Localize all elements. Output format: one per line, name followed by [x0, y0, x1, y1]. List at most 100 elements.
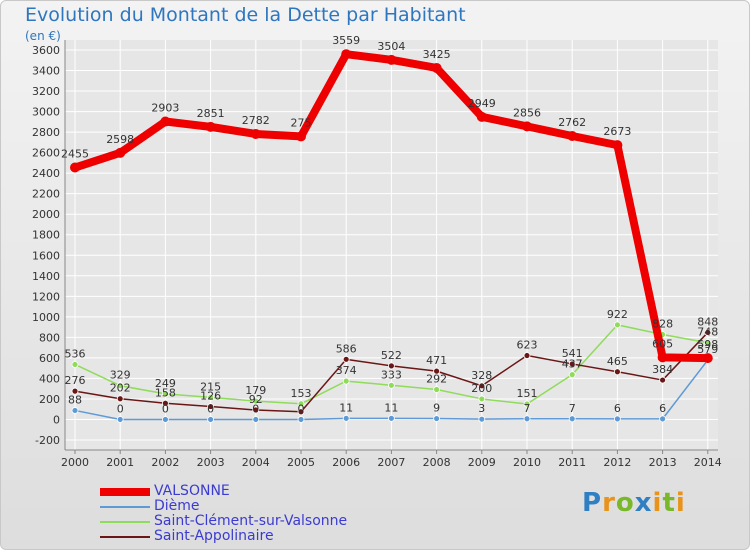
data-point — [115, 147, 126, 158]
y-tick-label: 1200 — [32, 290, 60, 303]
data-label: 922 — [607, 308, 628, 321]
x-tick-label: 2006 — [332, 456, 360, 469]
proxiti-logo: Proxiti — [582, 488, 686, 518]
x-tick-label: 2008 — [423, 456, 451, 469]
y-tick-label: 1800 — [32, 229, 60, 242]
y-tick-label: 2200 — [32, 188, 60, 201]
y-tick-label: 200 — [39, 393, 60, 406]
data-point — [433, 367, 441, 375]
data-point — [342, 355, 350, 363]
y-tick-label: 2800 — [32, 126, 60, 139]
data-label: 598 — [697, 338, 718, 351]
data-point — [116, 416, 124, 423]
data-point — [296, 131, 306, 142]
y-tick-label: 2600 — [32, 147, 60, 160]
y-tick-label: 2400 — [32, 167, 60, 180]
data-label: 586 — [336, 342, 357, 355]
data-point — [116, 395, 124, 403]
data-label: 0 — [117, 402, 124, 415]
data-point — [71, 387, 79, 395]
x-tick-label: 2002 — [151, 456, 179, 469]
data-label: 328 — [471, 369, 492, 382]
data-label: 2903 — [151, 102, 179, 115]
data-label: 7 — [524, 402, 531, 415]
legend-label: Saint-Appolinaire — [154, 528, 274, 544]
data-point — [250, 128, 261, 139]
data-point — [342, 377, 350, 385]
data-label: 249 — [155, 377, 176, 390]
data-label: 3425 — [423, 48, 451, 61]
legend-label: Saint-Clément-sur-Valsonne — [154, 513, 348, 529]
legend-swatch — [100, 505, 150, 508]
data-point — [431, 62, 442, 73]
data-label: 151 — [517, 387, 538, 400]
data-point — [612, 140, 623, 151]
data-point — [71, 361, 79, 368]
data-point — [702, 353, 713, 364]
y-tick-label: 0 — [53, 413, 60, 426]
y-tick-label: 1600 — [32, 249, 60, 262]
y-tick-label: 3600 — [32, 44, 60, 57]
data-label: 374 — [336, 364, 357, 377]
data-point — [161, 416, 169, 423]
x-tick-label: 2010 — [513, 456, 541, 469]
data-point — [614, 415, 621, 423]
y-tick-label: 1400 — [32, 270, 60, 283]
data-label: 276 — [65, 374, 86, 387]
data-label: 292 — [426, 373, 447, 386]
data-label: 92 — [249, 393, 263, 406]
chart-subtitle: (en €) — [25, 29, 61, 43]
y-tick-label: 3000 — [32, 106, 60, 119]
data-point — [523, 352, 531, 359]
y-tick-label: 600 — [39, 352, 60, 365]
data-point — [568, 371, 576, 379]
data-label: 158 — [155, 386, 176, 399]
data-label: 437 — [562, 358, 583, 371]
data-label: 2782 — [242, 114, 270, 127]
data-label: 6 — [659, 402, 666, 415]
data-label: 6 — [614, 402, 621, 415]
data-label: 179 — [245, 384, 266, 397]
data-label: 329 — [110, 369, 131, 382]
data-point — [387, 381, 395, 389]
data-label: 2598 — [106, 133, 134, 146]
data-point — [207, 403, 215, 410]
x-tick-label: 2012 — [603, 456, 631, 469]
data-point — [116, 382, 124, 390]
data-label: 3559 — [332, 34, 360, 47]
x-tick-label: 2011 — [558, 456, 586, 469]
data-label: 9 — [433, 402, 440, 415]
data-label: 200 — [471, 382, 492, 395]
data-point — [205, 121, 216, 132]
legend-swatch — [100, 520, 150, 523]
data-label: 465 — [607, 355, 628, 368]
data-point — [478, 395, 486, 403]
data-label: 2856 — [513, 106, 541, 119]
data-label: 7 — [569, 402, 576, 415]
data-label: 828 — [652, 317, 673, 330]
data-point — [161, 390, 169, 398]
data-label: 0 — [252, 402, 259, 415]
y-tick-label: 2000 — [32, 208, 60, 221]
data-point — [704, 339, 712, 347]
data-label: 848 — [697, 315, 718, 328]
data-label: 275 — [291, 116, 312, 129]
x-tick-label: 2000 — [61, 456, 89, 469]
data-point — [297, 400, 305, 408]
x-tick-label: 2003 — [197, 456, 225, 469]
data-point — [161, 399, 169, 407]
data-point — [523, 400, 531, 408]
x-tick-label: 2014 — [694, 456, 722, 469]
data-point — [297, 416, 305, 423]
data-label: 11 — [384, 401, 398, 414]
data-point — [567, 131, 578, 142]
data-label: 0 — [207, 402, 214, 415]
data-label: 522 — [381, 349, 402, 362]
data-point — [387, 362, 395, 370]
data-point — [478, 382, 486, 390]
data-point — [568, 360, 576, 368]
data-point — [207, 394, 215, 401]
data-label: 2762 — [558, 116, 586, 129]
data-label: 153 — [291, 387, 312, 400]
